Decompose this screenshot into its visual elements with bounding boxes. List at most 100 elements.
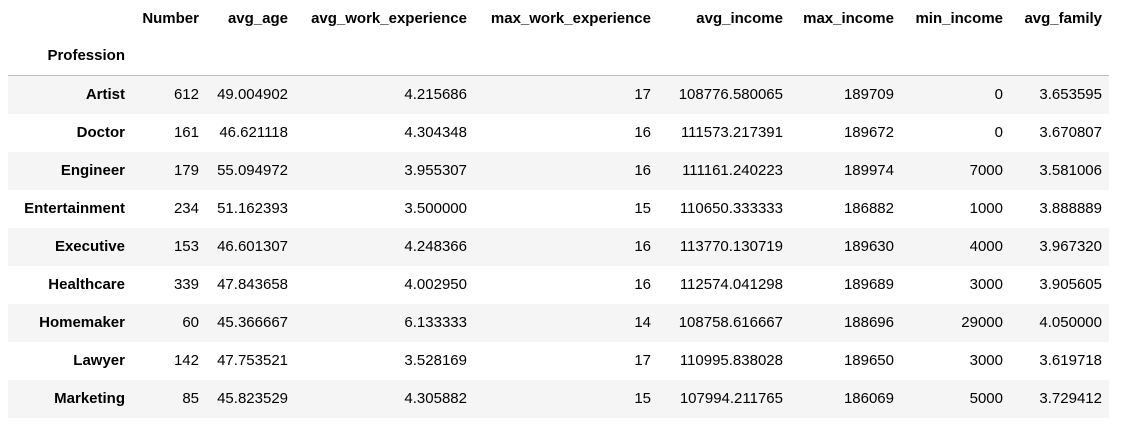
table-cell: 234: [173, 200, 199, 217]
column-header-row: Number avg_age avg_work_experience max_w…: [8, 0, 1109, 37]
table-cell: 16: [634, 238, 651, 255]
table-cell: 16: [634, 276, 651, 293]
table-cell: 189672: [843, 124, 894, 141]
table-row: Entertainment 234 51.162393 3.500000 15 11065…: [8, 190, 1109, 228]
table-cell: 189650: [843, 352, 894, 369]
table-cell: 46.621118: [219, 124, 288, 141]
table-cell: 3000: [969, 352, 1003, 369]
table-cell: 0: [994, 86, 1003, 103]
table-cell: 3.653595: [1039, 86, 1102, 103]
table-cell: 3.528169: [404, 352, 467, 369]
table-cell: 339: [173, 276, 199, 293]
table-cell: 4.248366: [404, 238, 467, 255]
table-row: Lawyer 142 47.753521 3.528169 17 110995.83802…: [8, 342, 1109, 380]
table-cell: 3.905605: [1039, 276, 1102, 293]
table-cell: 47.843658: [217, 276, 288, 293]
table-cell: 3.967320: [1039, 238, 1102, 255]
table-cell: 189974: [843, 162, 894, 179]
table-cell: 60: [182, 314, 199, 331]
table-cell: 3.888889: [1039, 200, 1102, 217]
table-cell: 49.004902: [217, 86, 288, 103]
column-header: avg_work_experience: [311, 10, 467, 27]
table-cell: 111161.240223: [682, 162, 783, 179]
column-header: avg_income: [696, 10, 783, 27]
table-cell: 186069: [843, 390, 894, 407]
row-index-label: Marketing: [54, 390, 125, 407]
dataframe-table: Number avg_age avg_work_experience max_w…: [8, 0, 1109, 418]
table-cell: 51.162393: [217, 200, 288, 217]
column-header: max_work_experience: [490, 10, 651, 27]
table-cell: 161: [173, 124, 199, 141]
table-cell: 153: [173, 238, 199, 255]
table-cell: 6.133333: [404, 314, 467, 331]
column-header: min_income: [915, 10, 1003, 27]
table-cell: 4.002950: [404, 276, 467, 293]
table-cell: 189709: [843, 86, 894, 103]
table-header: Number avg_age avg_work_experience max_w…: [8, 0, 1109, 76]
table-cell: 4.215686: [404, 86, 467, 103]
table-cell: 16: [634, 162, 651, 179]
table-cell: 3.729412: [1039, 390, 1102, 407]
row-index-label: Entertainment: [24, 200, 125, 217]
header-corner-cell: [8, 0, 132, 37]
table-cell: 7000: [969, 162, 1003, 179]
table-cell: 189630: [843, 238, 894, 255]
table-cell: 111573.217391: [680, 124, 783, 141]
table-cell: 189689: [843, 276, 894, 293]
table-cell: 108776.580065: [678, 86, 783, 103]
table-row: Executive 153 46.601307 4.248366 16 113770.13…: [8, 228, 1109, 266]
table-row: Doctor 161 46.621118 4.304348 16 111573.21739…: [8, 114, 1109, 152]
table-cell: 3.619718: [1039, 352, 1102, 369]
column-header: Number: [142, 10, 199, 27]
table-row: Healthcare 339 47.843658 4.002950 16 112574.0…: [8, 266, 1109, 304]
row-index-label: Healthcare: [48, 276, 125, 293]
column-header: avg_family: [1024, 10, 1102, 27]
table-cell: 15: [634, 200, 651, 217]
table-cell: 46.601307: [217, 238, 288, 255]
row-index-label: Artist: [85, 86, 125, 103]
table-cell: 3.955307: [404, 162, 467, 179]
table-cell: 3.500000: [404, 200, 467, 217]
table-cell: 45.366667: [217, 314, 288, 331]
column-header: avg_age: [227, 10, 288, 27]
table-cell: 4000: [969, 238, 1003, 255]
table-body: Artist 612 49.004902 4.215686 17 108776.58006…: [8, 75, 1109, 418]
table-cell: 4.305882: [404, 390, 467, 407]
table-row: Artist 612 49.004902 4.215686 17 108776.58006…: [8, 75, 1109, 114]
table-cell: 612: [173, 86, 199, 103]
table-cell: 186882: [843, 200, 894, 217]
table-cell: 55.094972: [217, 162, 288, 179]
table-row: Homemaker 60 45.366667 6.133333 14 108758.616…: [8, 304, 1109, 342]
table-cell: 15: [634, 390, 651, 407]
row-index-label: Engineer: [60, 162, 125, 179]
table-cell: 113770.130719: [679, 238, 783, 255]
index-name-header: Profession: [8, 37, 132, 76]
table-cell: 47.753521: [217, 352, 288, 369]
table-cell: 17: [634, 86, 651, 103]
table-cell: 3.581006: [1039, 162, 1102, 179]
table-cell: 142: [173, 352, 199, 369]
row-index-label: Lawyer: [73, 352, 125, 369]
row-index-label: Executive: [54, 238, 125, 255]
row-index-label: Homemaker: [39, 314, 125, 331]
table-row: Marketing 85 45.823529 4.305882 15 107994.211…: [8, 380, 1109, 418]
table-cell: 45.823529: [217, 390, 288, 407]
table-cell: 110650.333333: [679, 200, 783, 217]
table-cell: 108758.616667: [678, 314, 783, 331]
table-cell: 5000: [969, 390, 1003, 407]
table-cell: 107994.211765: [679, 390, 783, 407]
row-index-label: Doctor: [76, 124, 125, 141]
table-cell: 179: [173, 162, 199, 179]
table-cell: 188696: [843, 314, 894, 331]
column-header: max_income: [803, 10, 894, 27]
table-cell: 4.304348: [404, 124, 467, 141]
table-cell: 112574.041298: [679, 276, 783, 293]
table-cell: 1000: [969, 200, 1003, 217]
table-cell: 29000: [961, 314, 1003, 331]
table-cell: 85: [182, 390, 199, 407]
table-row: Engineer 179 55.094972 3.955307 16 111161.240…: [8, 152, 1109, 190]
table-cell: 0: [994, 124, 1003, 141]
table-cell: 110995.838028: [679, 352, 783, 369]
table-cell: 4.050000: [1039, 314, 1102, 331]
table-cell: 16: [634, 124, 651, 141]
